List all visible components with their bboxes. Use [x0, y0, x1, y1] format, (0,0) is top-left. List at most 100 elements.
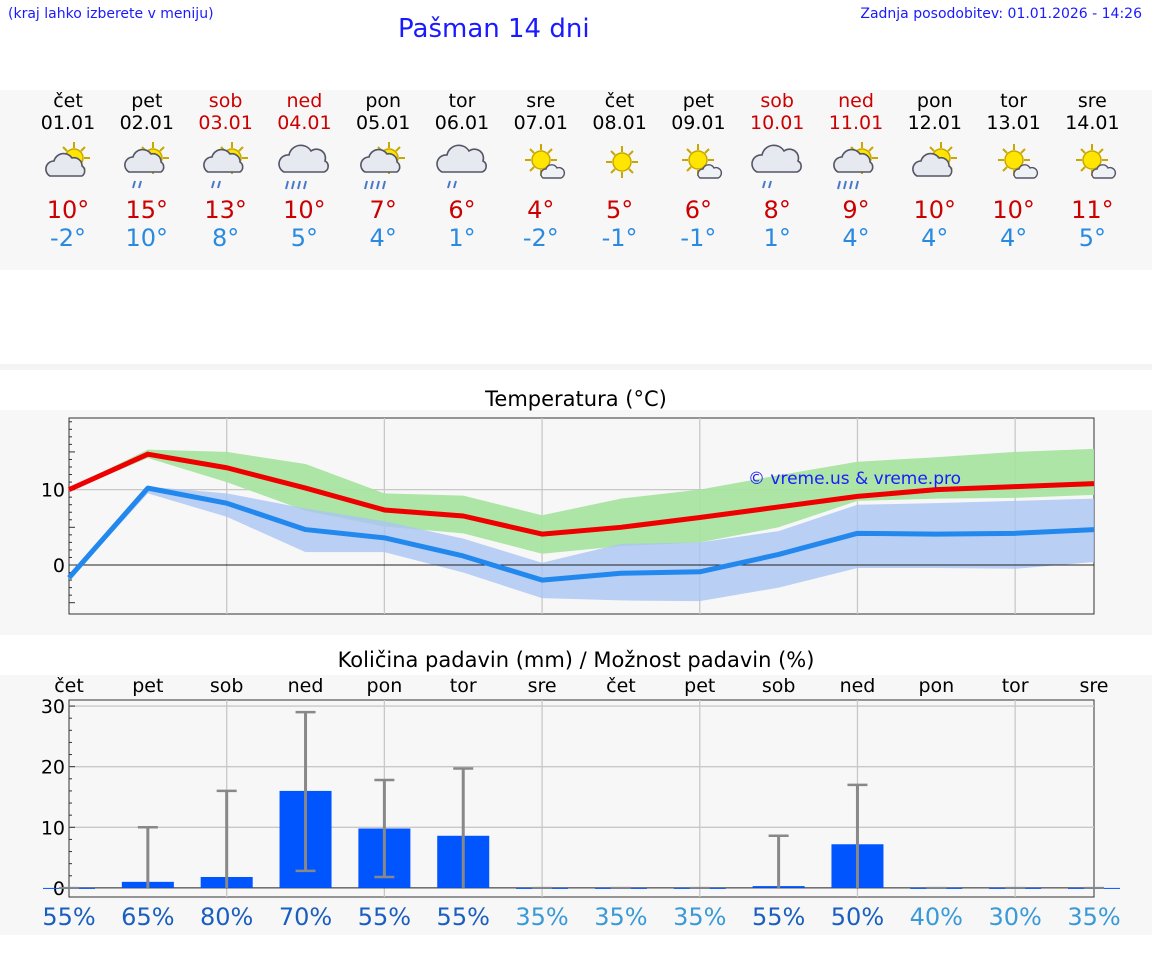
sun-cloud-heavy-rain-icon	[826, 136, 886, 194]
y-tick-label: 0	[53, 555, 65, 577]
category-label: čet	[54, 675, 84, 697]
precipitation-probability: 65%	[121, 903, 175, 931]
day-name: ned	[838, 90, 874, 112]
sun-small-cloud-icon	[984, 136, 1044, 194]
category-label: sob	[210, 675, 244, 697]
day-date: 10.01	[749, 112, 805, 134]
y-tick-label: 10	[41, 817, 65, 839]
precipitation-probability: 50%	[830, 903, 885, 931]
day-column: sre 07.01 4° -2°	[501, 90, 580, 252]
min-range-band	[69, 486, 1094, 602]
category-label: pon	[367, 675, 403, 697]
max-temperature: 10°	[46, 196, 90, 224]
min-temperature: -2°	[50, 224, 86, 252]
min-temperature: 4°	[921, 224, 949, 252]
category-label: sre	[528, 675, 557, 697]
min-temperature: -1°	[680, 224, 717, 252]
precipitation-probability: 55%	[357, 903, 412, 931]
day-date: 03.01	[198, 112, 253, 134]
day-column: tor 06.01 6° 1°	[423, 90, 502, 252]
day-column: čet 08.01 5° -1°	[580, 90, 659, 252]
max-temperature: 6°	[684, 196, 713, 224]
day-date: 07.01	[513, 112, 568, 134]
day-date: 06.01	[434, 112, 490, 134]
day-name: čet	[604, 90, 635, 112]
max-temperature: 7°	[369, 196, 397, 224]
day-name: pon	[365, 90, 402, 112]
day-name: tor	[448, 90, 476, 112]
sun-icon	[590, 136, 650, 194]
precipitation-probability: 55%	[751, 903, 806, 931]
min-temperature: 8°	[211, 224, 240, 252]
category-label: tor	[1002, 675, 1029, 697]
precipitation-chart: čet pet sob ned pon tor sre čet pet sob ned pon tor s…	[41, 675, 1120, 900]
max-temperature: 9°	[842, 196, 870, 224]
max-temperature: 6°	[448, 196, 476, 224]
day-date: 11.01	[828, 112, 884, 134]
divider	[0, 364, 1152, 370]
min-temperature: 5°	[290, 224, 319, 252]
precipitation-probability: 55%	[42, 903, 96, 931]
cloud-rain-icon	[747, 136, 807, 194]
day-name: pon	[916, 90, 953, 112]
min-temperature: 1°	[448, 224, 476, 252]
category-label: sob	[762, 675, 796, 697]
precipitation-probability: 80%	[200, 903, 254, 931]
sun-cloud-icon	[38, 136, 98, 194]
max-temperature-line	[67, 451, 1095, 537]
min-temperature: 4°	[369, 224, 397, 252]
location-hint: (kraj lahko izberete v meniju)	[8, 6, 214, 22]
min-temperature-line	[67, 485, 1095, 583]
day-name: čet	[53, 90, 83, 112]
max-temperature: 5°	[605, 196, 634, 224]
day-date: 02.01	[119, 112, 174, 134]
day-column: sob 03.01 13° 8°	[186, 90, 265, 252]
cloud-rain-icon	[432, 136, 492, 194]
sun-cloud-heavy-rain-icon	[353, 136, 413, 194]
cloud-heavy-rain-icon	[274, 136, 334, 194]
precipitation-probability: 35%	[673, 903, 727, 931]
category-label: čet	[606, 675, 636, 697]
category-label: ned	[288, 675, 324, 697]
min-temperature: 4°	[842, 224, 870, 252]
min-temperature: -1°	[601, 224, 638, 252]
day-date: 12.01	[907, 112, 962, 134]
precipitation-probability: 35%	[594, 903, 648, 931]
day-column: čet 01.01 10° -2°	[29, 90, 108, 252]
precipitation-chart-title: Količina padavin (mm) / Možnost padavin …	[337, 648, 815, 672]
category-label: ned	[840, 675, 876, 697]
precipitation-probability: 70%	[278, 903, 333, 931]
min-temperature: 1°	[763, 224, 791, 252]
precipitation-probability: 55%	[436, 903, 490, 931]
max-temperature: 11°	[1071, 196, 1114, 224]
day-column: tor 13.01 10° 4°	[974, 90, 1053, 252]
max-temperature: 10°	[992, 196, 1035, 224]
max-temperature: 8°	[763, 196, 791, 224]
category-label: pet	[684, 675, 715, 697]
day-name: ned	[286, 90, 323, 112]
day-column: sob 10.01 8° 1°	[738, 90, 817, 252]
min-temperature: -2°	[522, 224, 559, 252]
day-name: sob	[208, 90, 243, 112]
min-temperature: 5°	[1078, 224, 1107, 252]
day-column: pet 09.01 6° -1°	[659, 90, 738, 252]
min-temperature: 4°	[999, 224, 1028, 252]
y-tick-label: 10	[41, 480, 65, 502]
max-temperature: 10°	[913, 196, 957, 224]
day-date: 14.01	[1065, 112, 1120, 134]
day-column: pon 05.01 7° 4°	[344, 90, 423, 252]
sun-small-cloud-icon	[668, 136, 728, 194]
sun-cloud-rain-icon	[117, 136, 177, 194]
day-name: pet	[131, 90, 163, 112]
sun-small-cloud-icon	[511, 136, 571, 194]
day-name: sob	[760, 90, 794, 112]
day-column: ned 11.01 9° 4°	[817, 90, 896, 252]
max-range-band	[69, 448, 1094, 554]
sun-small-cloud-icon	[1062, 136, 1122, 194]
page-title: Pašman 14 dni	[398, 14, 590, 44]
day-name: sre	[1077, 90, 1107, 112]
day-column: ned 04.01 10° 5°	[265, 90, 344, 252]
max-temperature: 13°	[204, 196, 247, 224]
daily-forecast-panel	[0, 90, 1152, 270]
day-date: 05.01	[355, 112, 411, 134]
